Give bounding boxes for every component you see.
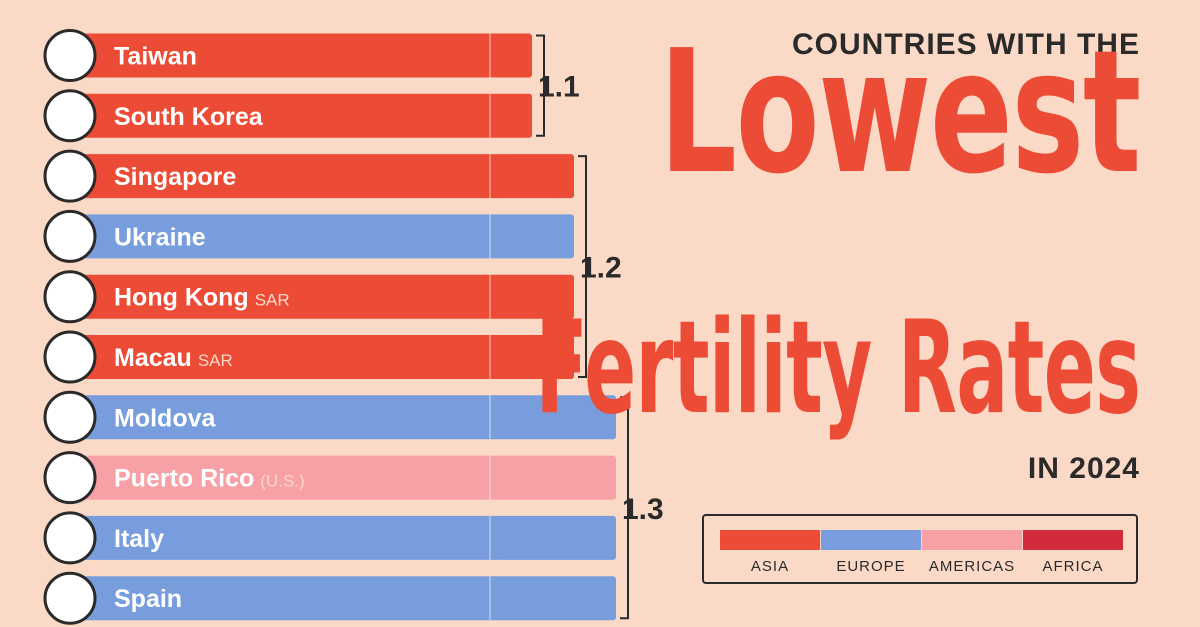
bar-suffix-macau: SAR [198,351,233,370]
bar-south-korea [70,93,532,138]
macau-flag-icon [43,330,97,384]
legend-label-americas: AMERICAS [928,558,1016,575]
legend-label-africa: AFRICA [1042,558,1104,575]
legend-item-asia: ASIA [720,530,820,575]
group-1-2-bracket [578,155,587,378]
group-1-2-value: 1.2 [580,252,622,285]
bar-label-taiwan: Taiwan [114,43,197,71]
legend: ASIA EUROPE AMERICAS AFRICA [702,514,1138,584]
bar-suffix-hong-kong: SAR [255,291,290,310]
title-line-4: IN 2024 [1027,452,1140,485]
hong-kong-flag-icon [43,270,97,324]
legend-item-africa: AFRICA [1023,530,1123,575]
legend-label-europe: EUROPE [836,558,906,575]
puerto-rico-flag-icon [43,451,97,505]
group-1-1-value: 1.1 [538,71,580,104]
title-line-2: Lowest [659,14,1141,212]
legend-label-asia: ASIA [750,558,790,575]
legend-item-americas: AMERICAS [922,530,1022,575]
bar-macau [70,335,574,379]
bar-puerto-rico [70,455,616,500]
taiwan-flag-icon [43,29,97,82]
spain-flag-icon [43,571,97,625]
title-line-1: COUNTRIES WITH THE [792,28,1140,61]
bar-label-spain: Spain [114,585,182,613]
group-1-3-bracket [620,396,629,620]
bar-spain [70,576,616,621]
moldova-flag-icon [43,390,97,444]
bar-hong-kong [70,274,574,319]
bar-suffix-puerto-rico: (U.S.) [260,472,304,491]
bar-label-south-korea: South Korea [114,103,264,131]
bar-label-moldova: Moldova [114,404,216,432]
bar-singapore [70,154,574,199]
group-1-1-bracket [536,34,545,137]
legend-swatch-americas [922,530,1022,550]
italy-flag-icon [43,511,97,565]
group-1-3-value: 1.3 [622,493,664,526]
legend-swatch-africa [1023,530,1123,550]
legend-swatch-europe [821,530,921,550]
bar-taiwan [70,33,532,78]
bar-label-ukraine: Ukraine [114,223,206,251]
bar-italy [70,515,616,560]
ukraine-flag-icon [43,209,97,263]
bar-ukraine [70,214,574,259]
bar-label-singapore: Singapore [114,163,236,191]
singapore-flag-icon [43,149,97,203]
south-korea-flag-icon [43,89,97,143]
bar-moldova [70,395,616,440]
legend-item-europe: EUROPE [821,530,921,575]
bar-label-italy: Italy [114,525,164,553]
legend-swatch-asia [720,530,820,550]
title-line-3: Fertility Rates [535,294,1141,443]
